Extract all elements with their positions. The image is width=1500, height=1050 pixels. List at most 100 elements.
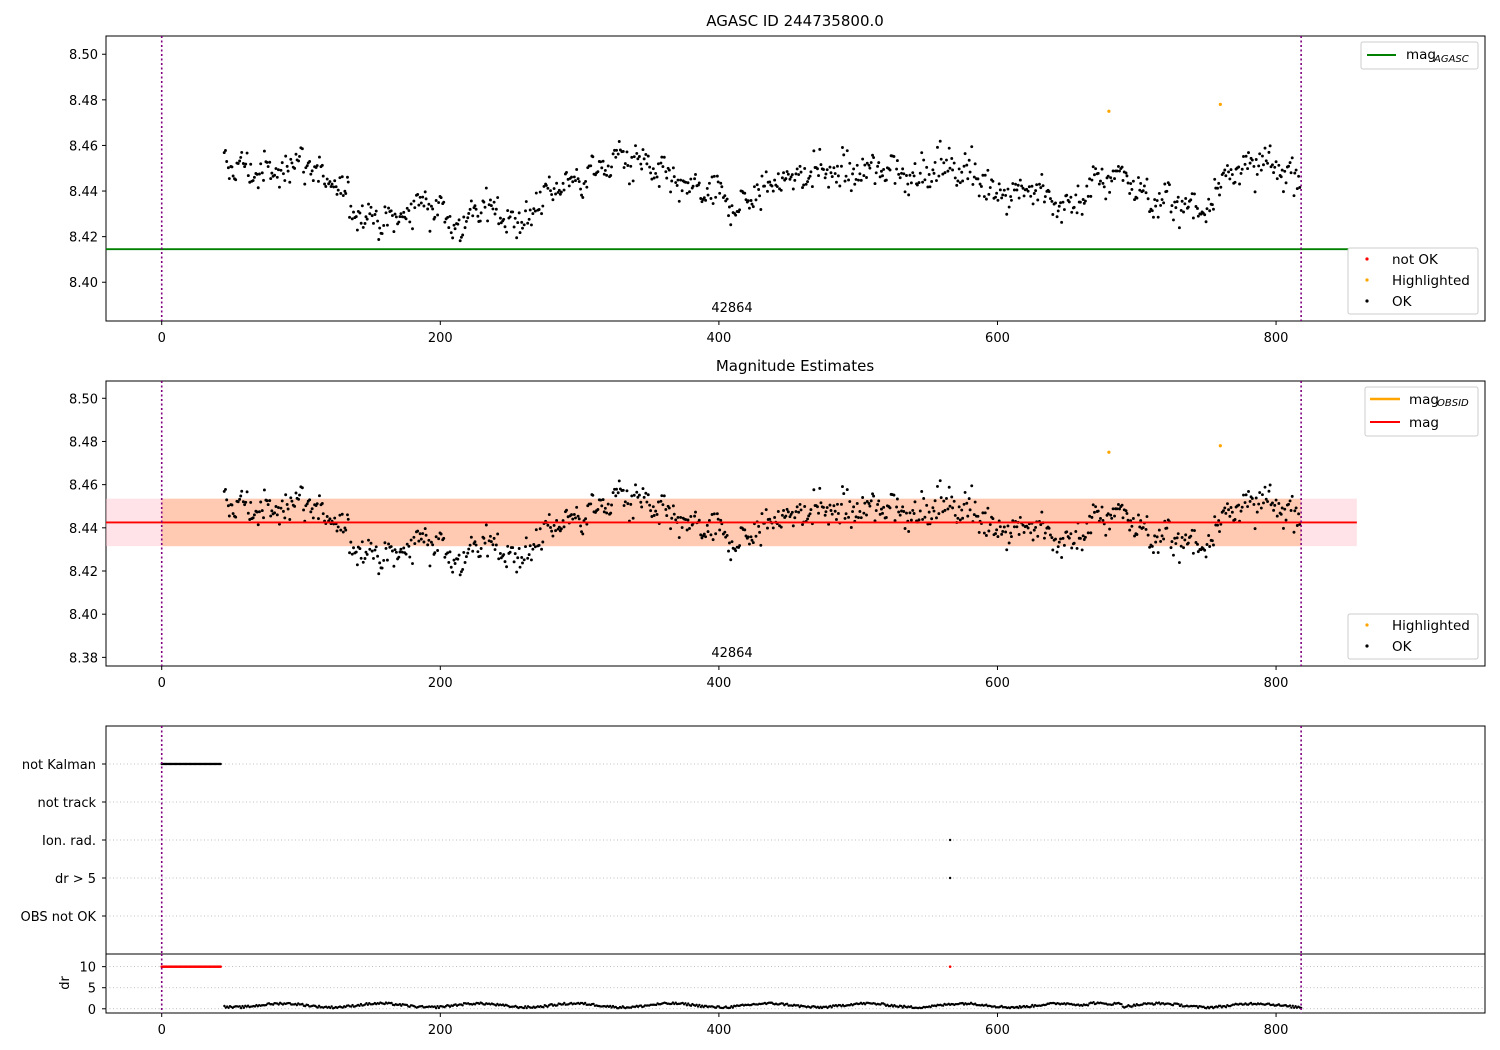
mid-ok-point (251, 516, 255, 520)
top-ok-point (1055, 215, 1059, 219)
top-ok-point (1026, 189, 1030, 193)
dr-point (358, 1004, 361, 1008)
top-ok-point (797, 173, 801, 176)
top-ok-point (461, 233, 465, 237)
top-ok-point (932, 171, 936, 175)
top-ok-point (349, 204, 353, 208)
top-ok-point (847, 178, 851, 182)
mid-ok-point (339, 528, 343, 532)
top-ok-point (1059, 201, 1063, 205)
mid-ok-point (771, 526, 775, 530)
top-ok-point (898, 176, 902, 180)
mid-ok-point (730, 540, 734, 544)
top-ok-point (240, 150, 244, 154)
top-ok-point (520, 220, 524, 224)
mid-ok-point (697, 518, 701, 522)
top-ok-point (684, 180, 688, 184)
mid-ok-point (727, 541, 731, 545)
top-ok-point (402, 210, 406, 214)
mid-ok-point (629, 502, 633, 506)
mid-ok-point (1022, 531, 1026, 534)
mid-ok-point (245, 490, 249, 494)
dr-point (1291, 1004, 1294, 1008)
top-ok-point (549, 189, 552, 193)
mid-ok-point (461, 567, 465, 571)
mid-ok-point (1056, 545, 1060, 549)
top-ok-point (580, 193, 583, 197)
top-ok-point (315, 164, 319, 167)
mid-ok-point (355, 563, 359, 567)
mid-ok-point (1297, 512, 1301, 516)
dr-point (890, 1003, 893, 1007)
mid-ok-point (1252, 503, 1256, 506)
mid-ok-point (757, 524, 761, 528)
mid-ok-point (851, 510, 854, 514)
top-ok-point (540, 212, 544, 216)
top-ok-point (642, 157, 646, 161)
top-ok-point (473, 204, 477, 208)
mid-ok-point (996, 535, 1000, 539)
mid-ok-point (665, 514, 669, 518)
mid-ok-point (669, 527, 673, 531)
mid-ok-point (270, 509, 274, 513)
top-ok-point (810, 185, 814, 189)
mid-ok-point (1242, 493, 1245, 497)
mid-ok-point (825, 506, 829, 510)
top-ok-point (941, 172, 945, 176)
top-ok-point (751, 205, 755, 209)
mid-ok-point (344, 528, 348, 532)
mid-ok-point (279, 506, 283, 510)
mid-ok-point (768, 517, 772, 521)
top-ok-point (1091, 165, 1095, 169)
mid-ok-point (1070, 546, 1074, 550)
mid-ok-point (626, 502, 630, 506)
mid-ok-point (518, 565, 522, 569)
top-ok-point (776, 172, 780, 176)
top-ok-point (686, 181, 690, 185)
top-ok-point (662, 155, 666, 159)
top-ok-point (350, 217, 354, 221)
top-ok-point (786, 172, 790, 176)
top-ok-point (341, 194, 345, 197)
top-ok-point (1102, 185, 1106, 189)
top-ok-point (541, 204, 545, 208)
mid-ok-point (596, 507, 600, 511)
top-ok-point (265, 160, 269, 164)
mid-ok-point (1268, 483, 1272, 487)
mid-ok-point (723, 530, 727, 534)
top-ok-point (812, 149, 816, 153)
top-ok-point (437, 201, 441, 204)
top-ytick-label: 8.48 (69, 94, 98, 109)
top-ok-point (872, 156, 876, 159)
top-ok-point (996, 198, 1000, 202)
top-ok-point (554, 192, 558, 196)
top-ok-point (1259, 168, 1263, 172)
top-ok-point (704, 198, 708, 202)
top-ok-point (502, 217, 506, 221)
top-ok-point (1242, 155, 1245, 158)
top-ok-point (268, 160, 272, 164)
mid-ok-point (562, 525, 566, 529)
top-ok-point (863, 163, 867, 167)
top-ok-point (901, 167, 905, 171)
mid-ok-point (1152, 551, 1155, 555)
mid-ok-point (812, 488, 816, 492)
top-ok-point (895, 159, 899, 163)
mid-ok-point (1153, 534, 1157, 538)
mid-ok-point (780, 513, 784, 517)
mid-ok-point (274, 505, 278, 508)
top-ok-point (689, 177, 693, 181)
mid-ok-point (570, 513, 573, 517)
mid-ok-point (252, 513, 256, 517)
mid-ok-point (636, 495, 640, 499)
dr-point (366, 1003, 370, 1006)
top-ok-point (244, 162, 248, 166)
top-ok-point (988, 186, 992, 190)
mid-ok-point (962, 502, 966, 506)
dr-xtick-label: 0 (158, 1023, 166, 1038)
top-ok-point (961, 179, 965, 183)
mid-ok-point (854, 515, 858, 519)
mid-ok-point (601, 498, 605, 502)
mid-ok-point (960, 508, 964, 512)
mid-ok-point (806, 517, 810, 521)
